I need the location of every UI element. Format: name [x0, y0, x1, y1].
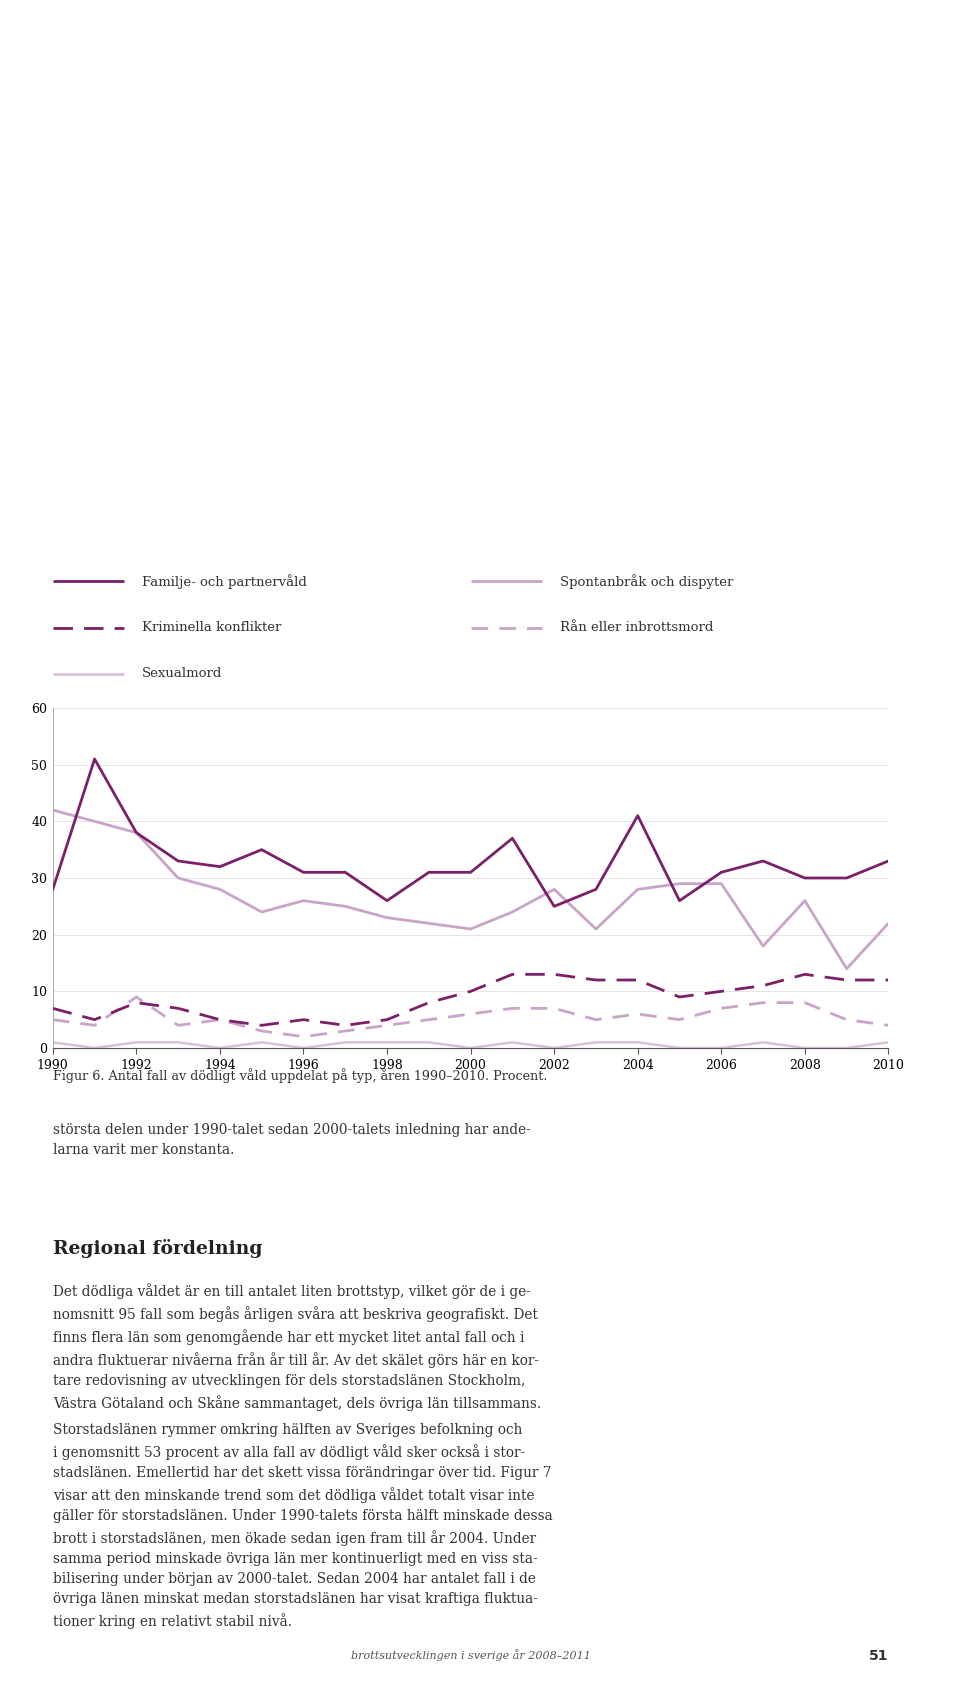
Text: Storstadslänen rymmer omkring hälften av Sveriges befolkning och
i genomsnitt 53: Storstadslänen rymmer omkring hälften av… [53, 1424, 553, 1628]
Text: Regional fördelning: Regional fördelning [53, 1238, 262, 1258]
Text: Kriminella konflikter: Kriminella konflikter [142, 621, 281, 634]
Text: Figur 6. Antal fall av dödligt våld uppdelat på typ, åren 1990–2010. Procent.: Figur 6. Antal fall av dödligt våld uppd… [53, 1069, 547, 1082]
Text: största delen under 1990-talet sedan 2000-talets inledning har ande-
larna varit: största delen under 1990-talet sedan 200… [53, 1123, 531, 1157]
Text: Det dödliga våldet är en till antalet liten brottstyp, vilket gör de i ge-
nomsn: Det dödliga våldet är en till antalet li… [53, 1283, 540, 1410]
Text: Spontanbråk och dispyter: Spontanbråk och dispyter [560, 573, 733, 588]
Text: Sexualmord: Sexualmord [142, 668, 223, 680]
Text: Familje- och partnervåld: Familje- och partnervåld [142, 573, 307, 588]
Text: Rån eller inbrottsmord: Rån eller inbrottsmord [560, 621, 713, 634]
Text: 51: 51 [869, 1649, 888, 1662]
Text: brottsutvecklingen i sverige år 2008–2011: brottsutvecklingen i sverige år 2008–201… [350, 1650, 590, 1662]
Text: Dödligt våld: Dödligt våld [921, 406, 938, 507]
